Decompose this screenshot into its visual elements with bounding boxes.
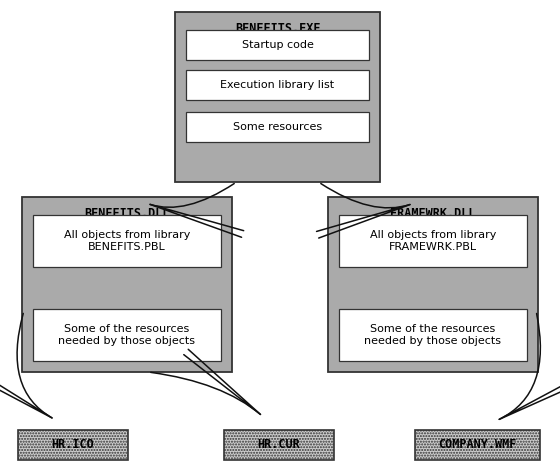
Bar	[415, 430, 540, 460]
Bar	[339, 215, 527, 267]
Text: All objects from library
FRAMEWRK.PBL: All objects from library FRAMEWRK.PBL	[370, 230, 496, 252]
Bar	[186, 112, 369, 142]
Bar	[186, 30, 369, 60]
Text: BENEFITS.DLL: BENEFITS.DLL	[84, 207, 170, 220]
Bar	[224, 430, 334, 460]
Bar	[339, 309, 527, 361]
Text: BENEFITS.EXE: BENEFITS.EXE	[235, 22, 320, 35]
Text: Some resources: Some resources	[233, 122, 322, 132]
Text: Some of the resources
needed by those objects: Some of the resources needed by those ob…	[365, 324, 502, 346]
Bar	[175, 12, 380, 182]
Bar	[33, 215, 221, 267]
Bar	[328, 197, 538, 372]
Text: HR.ICO: HR.ICO	[52, 438, 95, 452]
Text: Startup code: Startup code	[241, 40, 314, 50]
Text: Execution library list: Execution library list	[221, 80, 334, 90]
Bar	[22, 197, 232, 372]
Text: Some of the resources
needed by those objects: Some of the resources needed by those ob…	[58, 324, 195, 346]
Text: COMPANY.WMF: COMPANY.WMF	[438, 438, 517, 452]
Bar	[33, 309, 221, 361]
Text: HR.CUR: HR.CUR	[258, 438, 300, 452]
Text: All objects from library
BENEFITS.PBL: All objects from library BENEFITS.PBL	[64, 230, 190, 252]
Text: FRAMEWRK.DLL: FRAMEWRK.DLL	[390, 207, 476, 220]
Bar	[18, 430, 128, 460]
Bar	[186, 70, 369, 100]
